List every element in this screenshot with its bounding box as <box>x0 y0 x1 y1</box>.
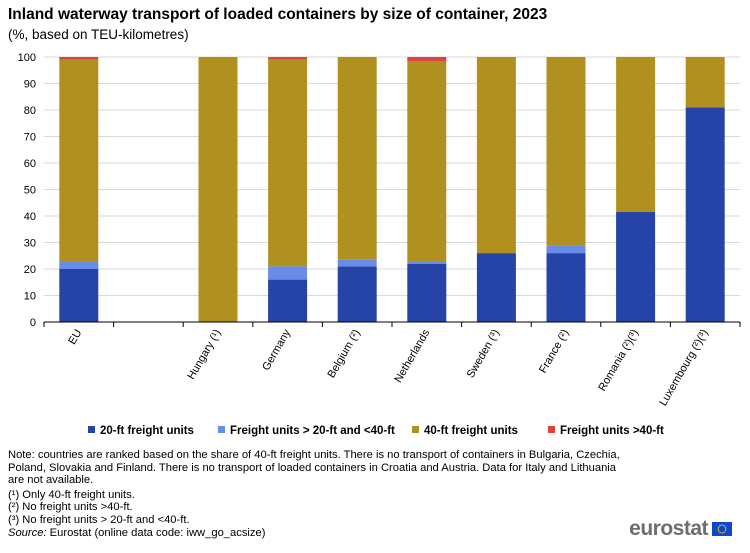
bar-segment <box>616 57 656 213</box>
bar-segment <box>59 261 99 269</box>
legend-label: Freight units >40-ft <box>560 425 664 437</box>
legend-label: Freight units > 20-ft and <40-ft <box>230 425 395 437</box>
legend-item-over-40ft: Freight units >40-ft <box>548 425 664 437</box>
bar-segment <box>476 57 516 254</box>
legend-item-20-40ft: Freight units > 20-ft and <40-ft <box>218 425 395 437</box>
legend-swatch <box>412 426 419 433</box>
y-tick-label: 70 <box>24 132 36 144</box>
source-text: Eurostat (online data code: iww_go_acsiz… <box>46 526 266 539</box>
x-tick-label: Romania (²)(³) <box>596 328 641 394</box>
bar-segment <box>59 59 99 262</box>
note-main: Note: countries are ranked based on the … <box>8 449 620 487</box>
bar-segment <box>337 259 377 267</box>
bar-segment <box>407 263 447 322</box>
x-tick-label: Belgium (²) <box>326 328 363 381</box>
y-tick-label: 30 <box>24 238 36 250</box>
bar-segment <box>685 107 725 322</box>
bar-segment <box>268 279 308 322</box>
bar-series <box>59 57 725 322</box>
legend-label: 40-ft freight units <box>424 425 518 437</box>
bar-segment <box>685 57 725 108</box>
bar-segment <box>268 266 308 280</box>
bar-segment <box>198 57 238 322</box>
x-tick-label: Germany <box>260 327 293 373</box>
legend-label: 20-ft freight units <box>100 425 194 437</box>
y-tick-label: 50 <box>24 185 36 197</box>
bar-segment <box>337 266 377 322</box>
y-tick-label: 100 <box>18 52 36 64</box>
bar-segment <box>337 57 377 260</box>
bar-segment <box>268 57 308 60</box>
bar-segment <box>476 253 516 322</box>
bar-segment <box>407 261 447 264</box>
chart-subtitle: (%, based on TEU-kilometres) <box>8 27 189 42</box>
y-tick-label: 60 <box>24 158 36 170</box>
logo-text: eurostat <box>629 517 708 540</box>
bar-segment <box>268 59 308 267</box>
chart-title: Inland waterway transport of loaded cont… <box>8 6 548 23</box>
y-tick-label: 10 <box>24 291 36 303</box>
bar-segment <box>546 253 586 322</box>
legend-item-40ft: 40-ft freight units <box>412 425 518 437</box>
eurostat-logo: eurostat <box>629 517 732 541</box>
y-tick-label: 90 <box>24 79 36 91</box>
y-tick-label: 40 <box>24 211 36 223</box>
bar-segment <box>546 57 586 246</box>
legend-item-20ft: 20-ft freight units <box>88 425 194 437</box>
bar-segment <box>407 60 447 262</box>
bar-segment <box>616 212 656 322</box>
x-tick-label: Luxembourg (²)(³) <box>657 328 710 409</box>
footnote-2: (²) No freight units >40-ft. <box>8 501 133 514</box>
bar-segment <box>546 245 586 254</box>
bar-segment <box>407 57 447 61</box>
source-label: Source: <box>8 526 47 539</box>
y-tick-label: 80 <box>24 105 36 117</box>
x-tick-label: EU <box>66 327 84 346</box>
bar-segment <box>59 269 99 322</box>
y-tick-label: 0 <box>30 317 36 329</box>
x-tick-label: Sweden (³) <box>465 328 502 381</box>
x-tick-label: Hungary (¹) <box>185 328 223 382</box>
legend-swatch <box>548 426 555 433</box>
legend: 20-ft freight units Freight units > 20-f… <box>0 425 750 443</box>
bar-segment <box>59 57 99 60</box>
source-line: Source: Eurostat (online data code: iww_… <box>8 527 628 540</box>
legend-swatch <box>88 426 95 433</box>
footnote-1: (¹) Only 40-ft freight units. <box>8 488 135 501</box>
eu-flag-icon <box>712 522 732 536</box>
y-tick-label: 20 <box>24 264 36 276</box>
legend-swatch <box>218 426 225 433</box>
footnotes: Note: countries are ranked based on the … <box>8 449 628 539</box>
footnote-3: (³) No freight units > 20-ft and <40-ft. <box>8 513 190 526</box>
x-tick-label: Netherlands <box>392 327 432 385</box>
stacked-bar-chart: 0 10 20 30 40 50 60 70 80 90 100 EU Hungary (¹) Germa… <box>18 52 741 409</box>
x-tick-label: France (²) <box>537 328 572 376</box>
